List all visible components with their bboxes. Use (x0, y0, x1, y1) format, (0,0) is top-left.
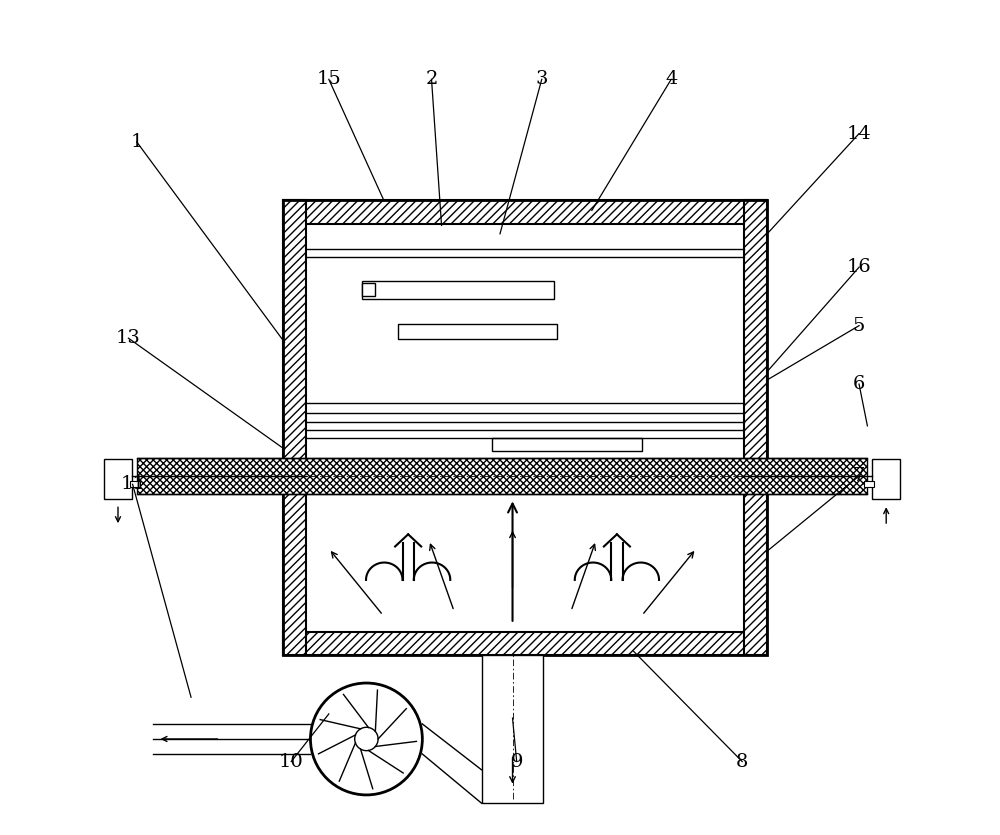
Text: 10: 10 (279, 752, 304, 771)
Text: 7: 7 (853, 467, 865, 485)
Bar (283, 200, 306, 655)
Bar (283, 200, 767, 655)
Bar (137, 458, 867, 494)
Text: 11: 11 (120, 475, 145, 493)
Bar (872, 459, 900, 499)
Bar (362, 281, 554, 299)
Text: 5: 5 (853, 316, 865, 335)
Text: 2: 2 (425, 70, 438, 89)
Text: 8: 8 (736, 752, 748, 771)
Text: 9: 9 (510, 752, 523, 771)
Text: 14: 14 (847, 124, 871, 143)
Bar (492, 438, 642, 451)
Bar (744, 200, 767, 655)
Bar (362, 283, 375, 296)
Text: 1: 1 (131, 133, 143, 151)
Text: 16: 16 (847, 258, 871, 276)
Bar (283, 632, 767, 655)
Text: 13: 13 (116, 329, 141, 347)
Text: 3: 3 (536, 70, 548, 89)
Bar (482, 655, 543, 803)
Bar (864, 481, 874, 488)
Bar (283, 200, 767, 224)
Bar (398, 324, 557, 339)
Text: 6: 6 (853, 375, 865, 393)
Bar (104, 459, 132, 499)
Text: 4: 4 (665, 70, 677, 89)
Bar (130, 481, 140, 488)
Text: 15: 15 (316, 70, 341, 89)
